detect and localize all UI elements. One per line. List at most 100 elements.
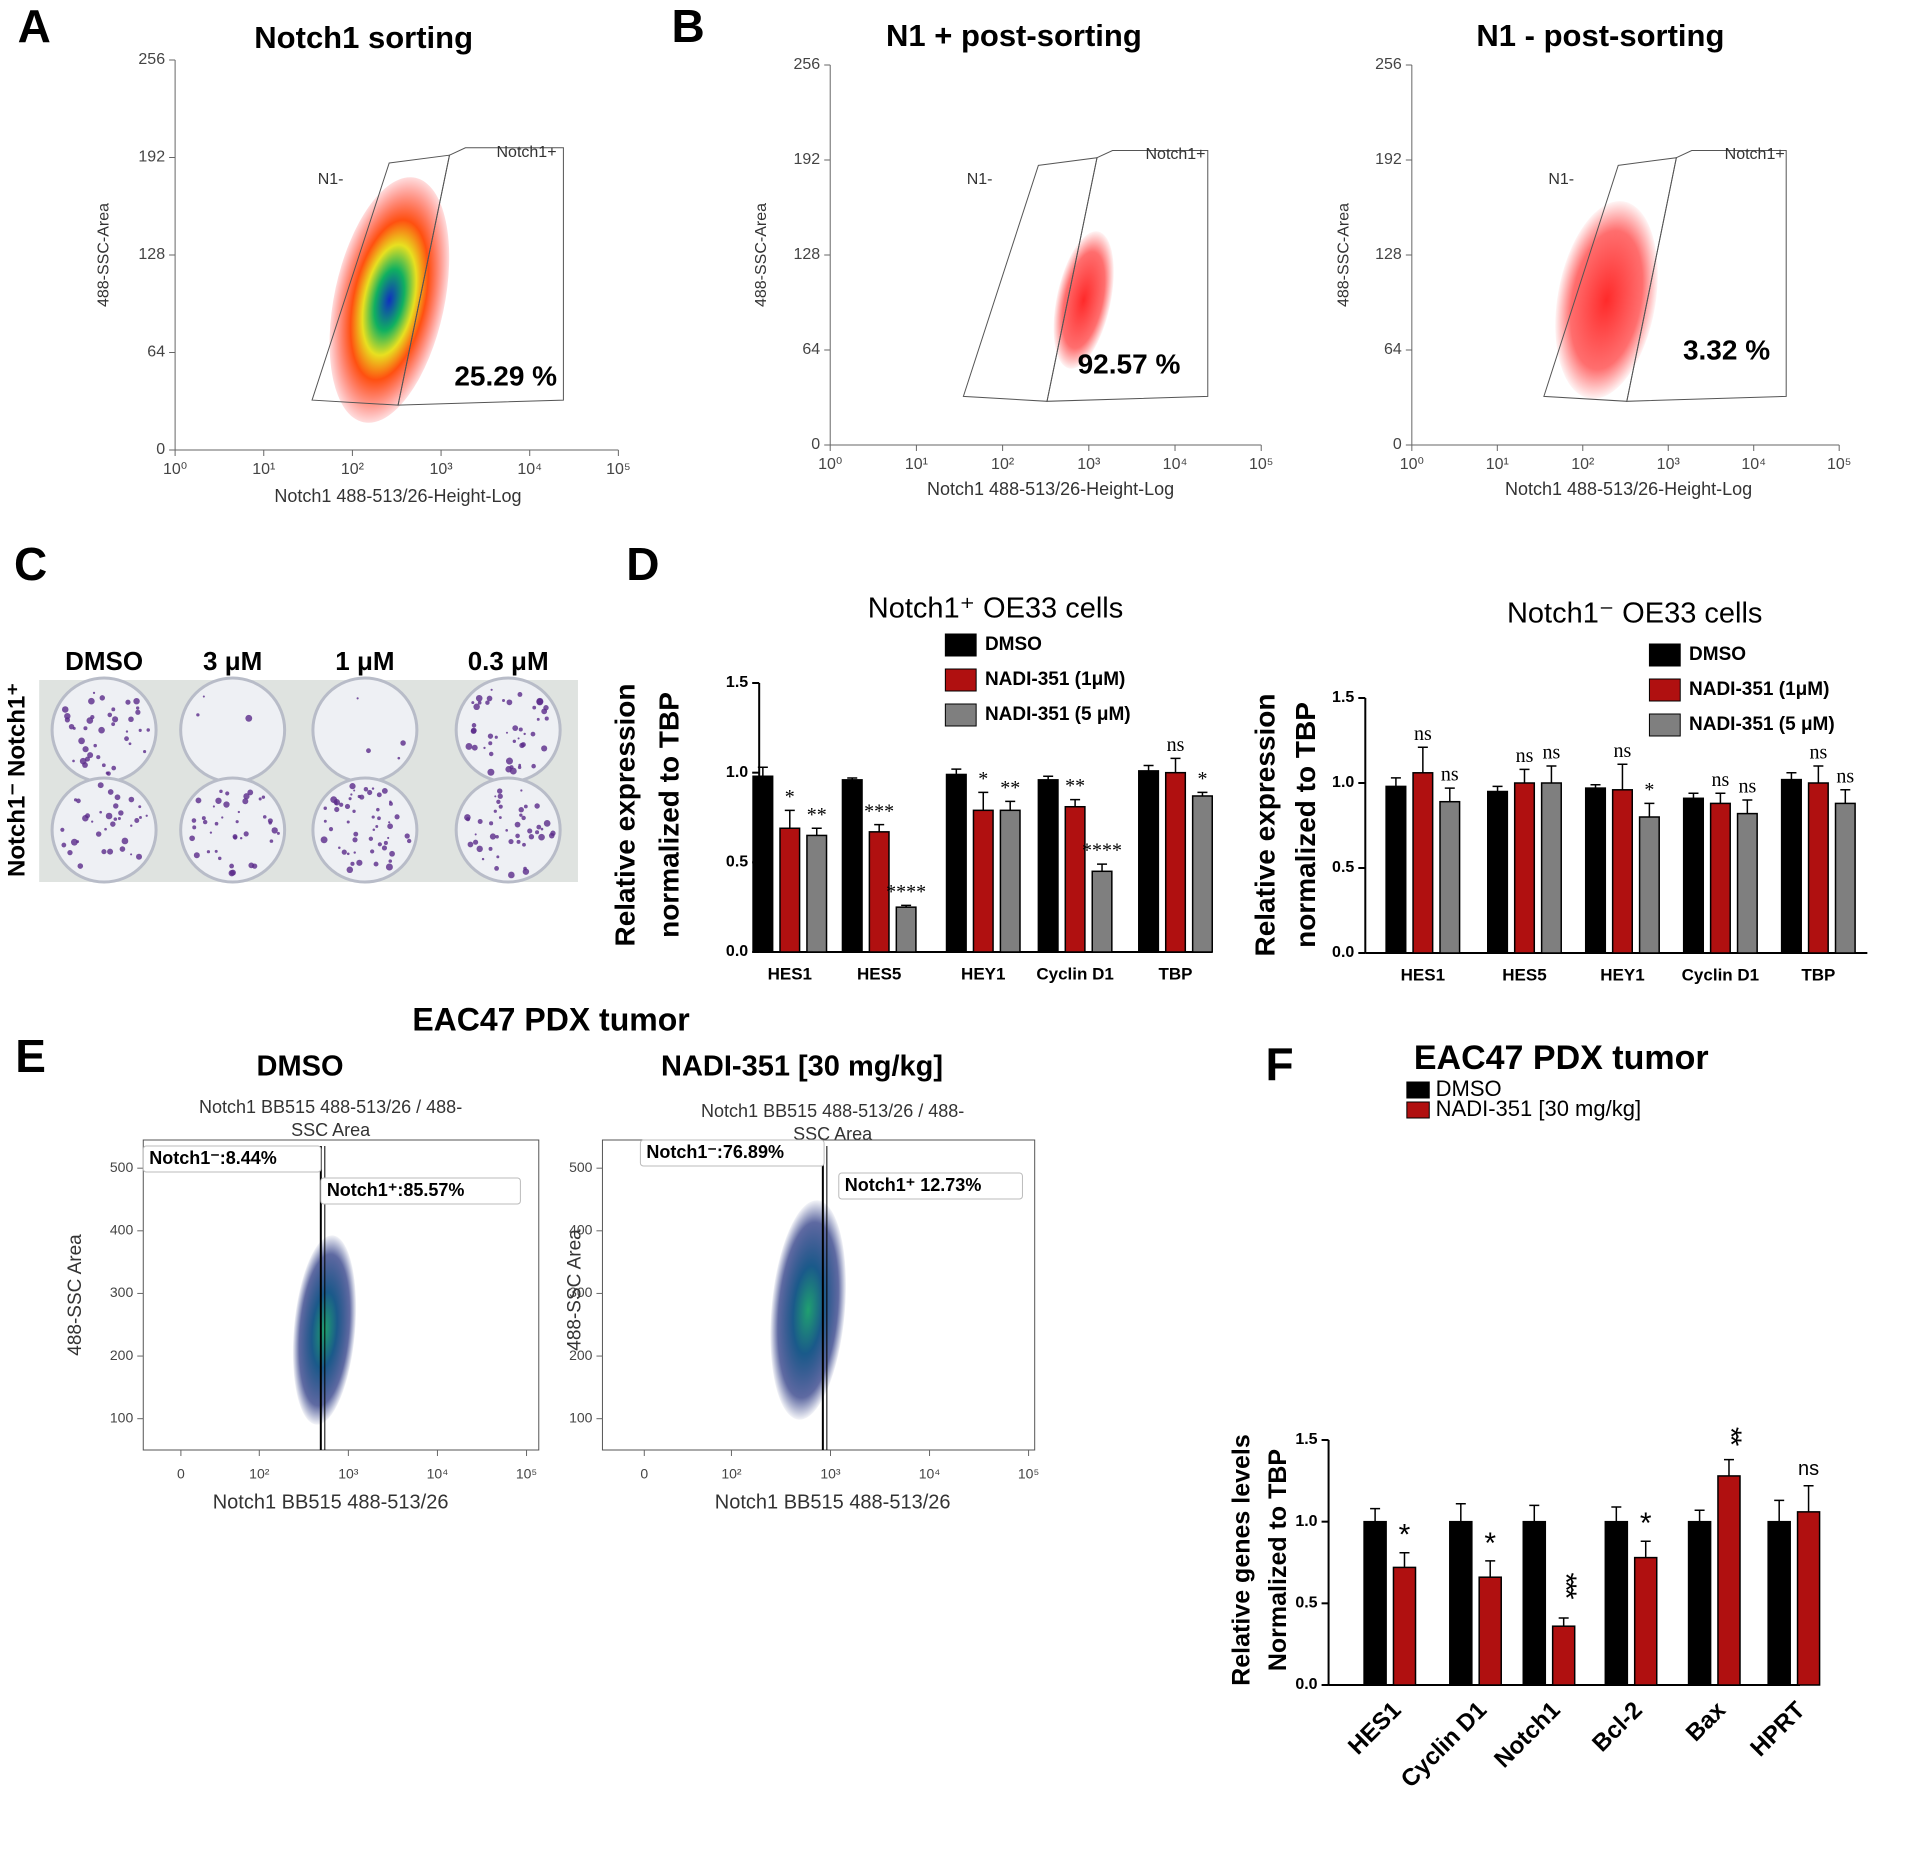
y-tick-label: 0 — [1393, 436, 1402, 453]
colony — [130, 824, 133, 827]
colony — [477, 819, 483, 825]
colony — [367, 789, 373, 796]
colony — [473, 703, 480, 711]
panel-label: A — [18, 0, 51, 52]
colony — [242, 798, 249, 805]
panel-label: E — [15, 1030, 46, 1082]
error-bar — [1813, 765, 1824, 783]
colony — [91, 820, 94, 823]
colony — [92, 691, 96, 695]
column-label: 1 μM — [335, 646, 394, 676]
well — [311, 776, 419, 884]
colony — [521, 815, 526, 821]
colony — [107, 848, 114, 855]
colony — [229, 863, 234, 869]
y-tick-label: 128 — [794, 246, 821, 263]
gate-label-box — [838, 1172, 1023, 1200]
error-bar — [1546, 765, 1557, 783]
colony — [512, 725, 519, 732]
colony — [502, 698, 506, 702]
x-axis-label: Notch1 488-513/26-Height-Log — [1505, 479, 1752, 499]
colony — [371, 815, 375, 819]
colony — [388, 821, 391, 824]
x-tick-label: 0 — [177, 1466, 185, 1482]
x-tick-label: Bcl-2 — [1587, 1697, 1648, 1758]
colony — [111, 722, 116, 727]
colony — [483, 746, 486, 750]
colony — [323, 819, 327, 823]
y-tick-label: 0.5 — [1295, 1595, 1317, 1612]
colony — [235, 820, 239, 824]
column-label: 0.3 μM — [468, 646, 549, 676]
colony — [252, 863, 258, 869]
colony — [385, 863, 393, 871]
colony — [243, 793, 250, 800]
colony — [107, 712, 113, 718]
y-tick-label: 300 — [569, 1284, 593, 1300]
colony — [517, 692, 523, 697]
colony — [61, 706, 69, 713]
gate — [1626, 150, 1787, 402]
colony — [212, 805, 215, 808]
colony — [219, 789, 223, 794]
colony — [383, 840, 388, 845]
colony — [191, 818, 197, 823]
bar — [779, 827, 801, 953]
colony — [471, 723, 477, 728]
x-tick-label: 10⁴ — [427, 1466, 449, 1482]
colony — [271, 827, 278, 834]
error-bar — [1444, 787, 1455, 802]
colony — [516, 839, 521, 844]
colony — [206, 850, 211, 854]
colony — [505, 731, 509, 734]
colony — [352, 837, 358, 843]
colony — [93, 743, 97, 748]
bar — [1687, 1520, 1712, 1686]
colony — [505, 757, 513, 765]
colony — [258, 797, 262, 801]
significance-label: ns — [1543, 742, 1561, 764]
error-bar — [784, 809, 795, 829]
colony — [356, 697, 359, 700]
gate-label: N1- — [967, 171, 993, 188]
x-tick-label: 10³ — [1077, 456, 1101, 473]
bar — [1611, 789, 1633, 954]
colony — [550, 830, 556, 836]
bar — [1091, 870, 1113, 953]
colony — [87, 752, 94, 759]
colony — [473, 839, 479, 845]
colony — [117, 817, 121, 821]
colony — [76, 798, 81, 804]
bar — [1513, 782, 1536, 954]
y-tick-label: 128 — [1375, 246, 1402, 263]
legend-label: DMSO — [985, 634, 1042, 655]
x-tick-label: HES1 — [1401, 965, 1445, 984]
colony — [193, 852, 200, 859]
colony — [487, 733, 494, 739]
panel-label: C — [14, 538, 47, 590]
x-tick-label: 10⁰ — [163, 461, 187, 478]
y-tick-label: 500 — [110, 1159, 134, 1175]
colony — [494, 795, 497, 798]
colony — [196, 713, 200, 717]
colony — [189, 835, 195, 842]
colony — [498, 804, 503, 809]
y-axis-label: Relative expression — [609, 683, 640, 946]
colony — [82, 746, 89, 753]
error-bar — [1742, 799, 1753, 814]
error-bar — [1617, 763, 1628, 790]
colony — [245, 714, 253, 722]
chart-title: N1 + post-sorting — [886, 18, 1142, 53]
colony — [496, 855, 500, 859]
error-bar — [1455, 1502, 1466, 1522]
colony — [202, 819, 208, 825]
colony — [243, 831, 249, 837]
bar — [1449, 1520, 1473, 1686]
gate — [397, 147, 564, 406]
x-tick-label: Notch1 — [1489, 1697, 1566, 1774]
colony — [536, 698, 544, 706]
colony — [541, 708, 548, 715]
colony — [512, 739, 517, 743]
colony — [136, 853, 143, 860]
colony — [508, 838, 514, 845]
